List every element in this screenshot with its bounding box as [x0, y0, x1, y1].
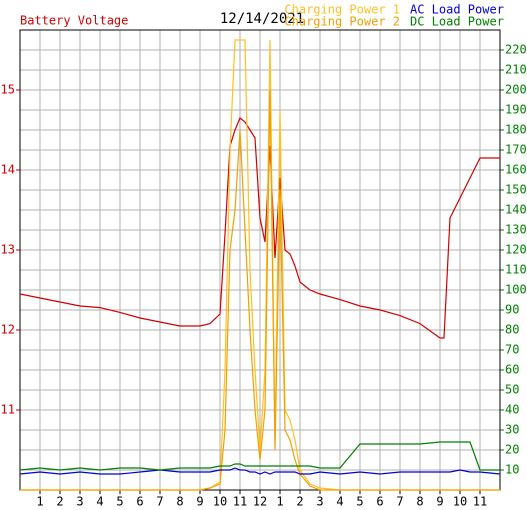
legend-label: Charging Power 1	[284, 3, 400, 17]
x-tick-label: 1	[276, 495, 283, 509]
y-tick-label: 13	[1, 243, 15, 257]
y2-tick-label: 180	[505, 123, 527, 137]
x-tick-label: 5	[356, 495, 363, 509]
y2-tick-label: 150	[505, 183, 527, 197]
y2-tick-label: 190	[505, 103, 527, 117]
x-tick-label: 6	[376, 495, 383, 509]
y2-tick-label: 80	[505, 323, 519, 337]
legend-label: DC Load Power	[410, 15, 504, 29]
x-tick-label: 10	[453, 495, 467, 509]
x-tick-label: 8	[416, 495, 423, 509]
y-tick-label: 12	[1, 323, 15, 337]
x-tick-label: 6	[136, 495, 143, 509]
x-tick-label: 7	[396, 495, 403, 509]
y2-tick-label: 70	[505, 343, 519, 357]
y2-tick-label: 60	[505, 363, 519, 377]
x-tick-label: 9	[436, 495, 443, 509]
plot-frame	[19, 29, 501, 491]
y2-tick-label: 10	[505, 463, 519, 477]
x-tick-label: 11	[473, 495, 487, 509]
y2-tick-label: 200	[505, 83, 527, 97]
y-axis-title: Battery Voltage	[20, 14, 128, 28]
y2-tick-label: 110	[505, 263, 527, 277]
x-tick-label: 4	[336, 495, 343, 509]
y2-tick-label: 120	[505, 243, 527, 257]
x-tick-label: 3	[316, 495, 323, 509]
x-tick-label: 2	[56, 495, 63, 509]
y2-tick-label: 30	[505, 423, 519, 437]
x-tick-label: 9	[196, 495, 203, 509]
x-tick-label: 10	[213, 495, 227, 509]
y2-tick-label: 170	[505, 143, 527, 157]
series-line	[20, 89, 500, 491]
x-tick-label: 3	[76, 495, 83, 509]
y2-tick-label: 90	[505, 303, 519, 317]
x-tick-label: 11	[233, 495, 247, 509]
y2-tick-label: 100	[505, 283, 527, 297]
chart-title: 12/14/2021	[220, 11, 304, 27]
x-tick-label: 7	[156, 495, 163, 509]
y2-tick-label: 20	[505, 443, 519, 457]
y2-tick-label: 140	[505, 203, 527, 217]
y2-tick-label: 130	[505, 223, 527, 237]
y2-tick-label: 40	[505, 403, 519, 417]
x-tick-label: 2	[296, 495, 303, 509]
y-tick-label: 15	[1, 83, 15, 97]
legend-label: AC Load Power	[410, 3, 504, 17]
x-tick-label: 5	[116, 495, 123, 509]
y2-tick-label: 220	[505, 43, 527, 57]
x-tick-label: 1	[36, 495, 43, 509]
x-tick-label: 4	[96, 495, 103, 509]
y-tick-label: 14	[1, 163, 15, 177]
series-line	[19, 467, 501, 475]
x-tick-label: 8	[176, 495, 183, 509]
series-line	[19, 441, 500, 471]
y-tick-label: 11	[1, 403, 15, 417]
legend-label: Charging Power 2	[284, 15, 400, 29]
y2-tick-label: 210	[505, 63, 527, 77]
y2-tick-label: 50	[505, 383, 519, 397]
x-tick-label: 12	[253, 495, 267, 509]
y2-tick-label: 160	[505, 163, 527, 177]
